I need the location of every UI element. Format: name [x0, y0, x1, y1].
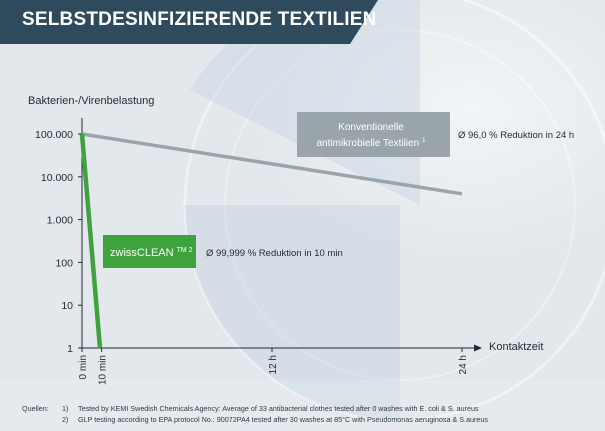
conventional-annotation: Ø 96,0 % Reduktion in 24 h [458, 130, 574, 141]
zwissclean-annotation: Ø 99,999 % Reduktion in 10 min [206, 248, 343, 259]
y-tick-label: 1 [67, 343, 73, 355]
series-lines [79, 132, 463, 349]
zwissclean-label-wrap: zwissCLEAN TM 2 [110, 247, 193, 259]
source-text: GLP testing according to EPA protocol No… [78, 415, 489, 424]
source-item-2: 2) GLP testing according to EPA protocol … [22, 414, 488, 425]
zwissclean-superscript: TM 2 [177, 247, 193, 254]
x-axis-label: Kontaktzeit [489, 341, 543, 353]
header-banner [0, 0, 378, 44]
zwissclean-series-line [79, 133, 103, 349]
x-tick-label: 12 h [268, 355, 279, 374]
y-axis-ticks: 100.000 10.000 1.000 100 10 1 [35, 129, 82, 355]
x-tick-label: 10 min [98, 355, 109, 385]
x-tick-label: 0 min [78, 355, 89, 379]
sources-label: Quellen: [22, 404, 49, 413]
y-tick-label: 10 [61, 300, 73, 312]
conventional-footnote: 1 [422, 138, 426, 144]
sources-footnotes: Quellen: 1) Tested by KEMI Swedish Chemica… [22, 403, 488, 425]
zwissclean-label: zwissCLEAN [110, 247, 174, 259]
conventional-label-box [297, 112, 450, 157]
conventional-label-line1: Konventionelle [338, 122, 404, 133]
zwissclean-label-box [103, 235, 196, 268]
y-tick-label: 100.000 [35, 129, 73, 141]
y-axis-label: Bakterien-/Virenbelastung [28, 95, 154, 107]
conventional-series-line [81, 132, 463, 196]
x-axis-ticks: 0 min 10 min 12 h 24 h [78, 348, 469, 385]
conventional-label-line2-wrap: antimikrobielle Textilien 1 [317, 138, 427, 149]
source-item-1: Quellen: 1) Tested by KEMI Swedish Chemica… [22, 403, 488, 414]
conventional-label-line2: antimikrobielle Textilien [317, 138, 420, 149]
y-tick-label: 1.000 [47, 215, 73, 227]
y-tick-label: 10.000 [41, 172, 73, 184]
source-text: Tested by KEMI Swedish Chemicals Agency:… [78, 404, 479, 413]
source-number: 1) [62, 404, 69, 413]
x-axis-arrow [474, 344, 482, 352]
y-tick-label: 100 [55, 257, 73, 269]
source-number: 2) [62, 415, 69, 424]
page-title: SELBSTDESINFIZIERENDE TEXTILIEN [22, 9, 377, 30]
x-tick-label: 24 h [458, 355, 469, 374]
